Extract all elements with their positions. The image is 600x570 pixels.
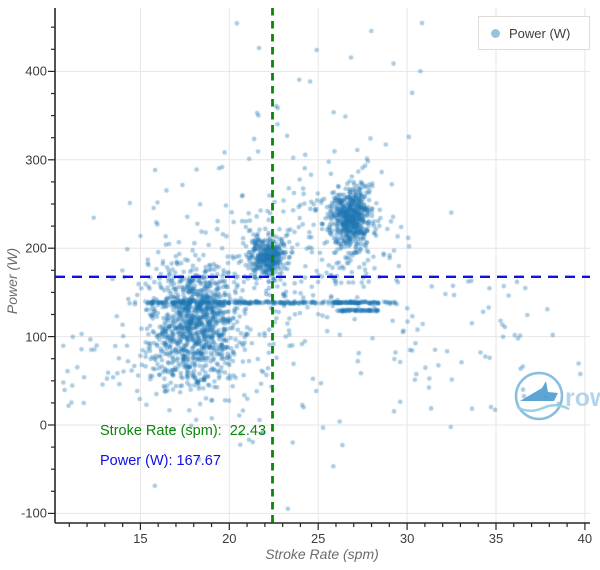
x-tick-label: 35 <box>488 531 504 546</box>
x-tick-label: 25 <box>310 531 326 546</box>
x-tick-label: 20 <box>222 531 237 546</box>
y-tick-label: 300 <box>25 152 47 168</box>
x-axis-title: Stroke Rate (spm) <box>265 546 379 562</box>
stroke-rate-annotation: Stroke Rate (spm): 22.43 <box>100 423 266 439</box>
legend: Power (W) <box>478 16 590 50</box>
watermark-text: rows <box>565 384 600 412</box>
rowing-boat-logo-icon: rows <box>514 371 600 421</box>
legend-marker-icon <box>491 28 500 38</box>
y-tick-label: 200 <box>25 240 47 256</box>
y-tick-label: -100 <box>20 505 47 521</box>
x-tick-label: 40 <box>577 531 593 546</box>
y-tick-label: 400 <box>25 63 47 79</box>
y-tick-label: 0 <box>39 417 47 433</box>
watermark-logo: rows <box>508 368 600 427</box>
power-annotation: Power (W): 167.67 <box>100 453 221 469</box>
x-tick-label: 15 <box>133 531 148 546</box>
power-annotation-label: Power (W): <box>100 453 173 469</box>
stroke-rate-annotation-value: 22.43 <box>229 423 267 439</box>
y-tick-label: 100 <box>25 329 47 345</box>
x-tick-label: 30 <box>399 531 415 546</box>
power-annotation-value: 167.67 <box>176 453 221 469</box>
legend-item-power[interactable]: Power (W) <box>509 25 571 41</box>
stroke-rate-annotation-label: Stroke Rate (spm): <box>100 423 222 439</box>
